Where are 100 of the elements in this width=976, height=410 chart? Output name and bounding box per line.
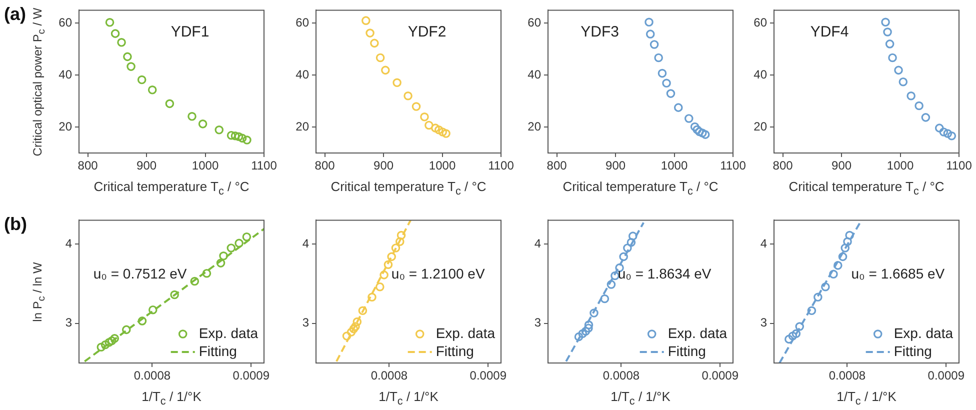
legend-label: Fitting <box>894 342 932 359</box>
x-tick-label: 1100 <box>946 158 972 173</box>
y-tick-label: 4 <box>65 236 72 250</box>
point <box>829 270 838 279</box>
point <box>230 131 240 140</box>
point <box>100 340 110 350</box>
point <box>600 294 610 304</box>
point <box>615 263 624 272</box>
legend-label: Fitting <box>668 342 706 359</box>
x-tick-label: 800 <box>772 158 794 173</box>
point <box>626 238 636 247</box>
text: YDF3 <box>580 23 619 40</box>
point <box>219 252 228 260</box>
point <box>346 328 356 336</box>
x-tick-label: 800 <box>314 158 336 173</box>
point <box>226 130 236 140</box>
point <box>396 230 406 240</box>
y-tick-label: 20 <box>296 119 310 134</box>
y-tick-label: 4 <box>760 236 768 250</box>
point <box>387 252 396 262</box>
point <box>658 68 667 78</box>
annotation: u₀ = 1.2100 eV <box>391 265 486 282</box>
point <box>188 112 196 121</box>
point <box>654 53 663 62</box>
text: YDF2 <box>408 23 446 40</box>
point <box>380 270 388 280</box>
point <box>362 16 370 25</box>
x-tick-label: 800 <box>546 158 568 173</box>
point <box>376 53 385 62</box>
point <box>242 136 252 144</box>
text: (b) <box>4 214 27 235</box>
x-tick-label: 900 <box>136 158 157 173</box>
point <box>898 77 908 86</box>
x-tick-label: 900 <box>606 158 626 173</box>
y-tick-label: 3 <box>65 316 72 330</box>
text: YDF1 <box>170 23 210 40</box>
point <box>840 244 850 252</box>
point <box>584 320 594 330</box>
point <box>838 252 848 262</box>
y-tick-label: 60 <box>296 15 310 30</box>
point <box>238 134 247 143</box>
y-tick-label: 60 <box>58 15 72 30</box>
x-tick-label: 1100 <box>251 158 278 173</box>
x-tick-label: 0.0008 <box>828 368 866 383</box>
annotation: u₀ = 0.7512 eV <box>93 265 188 282</box>
legend-label: Exp. data <box>894 324 954 341</box>
point <box>807 306 816 316</box>
x-tick-label: 1000 <box>428 158 456 173</box>
x-tick-label: 0.0009 <box>232 368 270 383</box>
point <box>584 324 593 332</box>
point <box>698 128 707 138</box>
point <box>619 252 628 262</box>
legend-label: Exp. data <box>668 324 728 341</box>
point <box>814 292 822 302</box>
point <box>578 329 588 338</box>
x-axis-title: Critical temperature T$_{c}$ / °C <box>562 179 720 198</box>
point <box>700 130 710 139</box>
point <box>148 305 158 314</box>
point <box>342 332 352 340</box>
point <box>412 102 421 111</box>
x-tick-label: 1100 <box>720 158 746 173</box>
point <box>384 260 393 270</box>
point <box>834 261 842 270</box>
point <box>628 232 638 240</box>
text: (a) <box>4 4 26 25</box>
y-tick-label: 4 <box>534 236 542 250</box>
point <box>784 334 794 344</box>
point <box>170 290 179 300</box>
point <box>216 258 226 268</box>
point <box>404 91 412 100</box>
point <box>788 332 798 340</box>
point <box>885 40 894 48</box>
point <box>370 38 379 48</box>
x-tick-label: 0.0009 <box>702 368 739 383</box>
point <box>947 131 956 140</box>
point <box>137 75 146 84</box>
point <box>165 99 174 108</box>
point <box>214 125 224 134</box>
point <box>395 237 404 246</box>
point <box>883 28 892 36</box>
point <box>138 316 147 326</box>
y-tick-label: 20 <box>754 119 768 134</box>
point <box>107 336 116 346</box>
point <box>692 125 702 134</box>
point <box>939 128 948 136</box>
legend-label: Fitting <box>198 342 237 359</box>
point <box>391 244 400 252</box>
point <box>420 112 429 122</box>
point <box>792 329 801 338</box>
legend-label: Exp. data <box>436 324 496 341</box>
point <box>894 66 903 75</box>
point <box>202 268 212 278</box>
point <box>351 322 360 331</box>
text: YDF4 <box>810 23 849 40</box>
point <box>242 232 252 242</box>
y-tick-label: 20 <box>528 119 542 134</box>
point <box>226 244 236 252</box>
point <box>921 113 930 122</box>
point <box>606 280 616 289</box>
x-tick-label: 1000 <box>886 158 914 173</box>
